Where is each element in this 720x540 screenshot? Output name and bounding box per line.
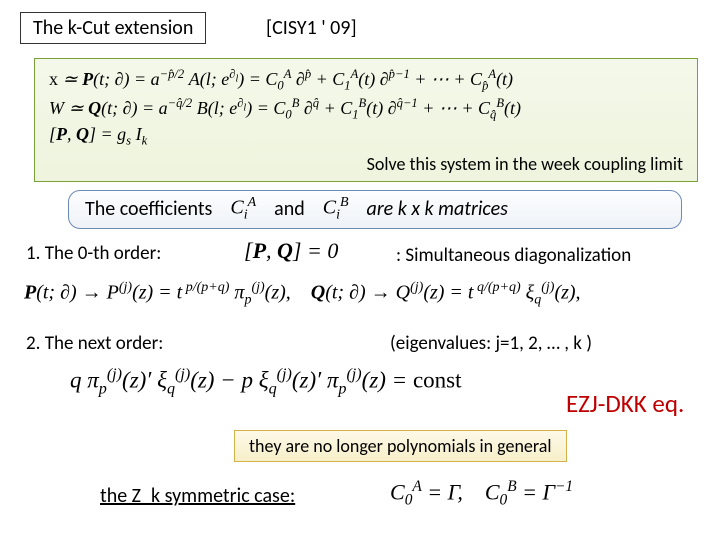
- order-2-label: 2. The next order:: [26, 332, 163, 355]
- coeff-c-a: CiA: [230, 195, 256, 224]
- title-text: The k-Cut extension: [33, 16, 193, 40]
- order-1-label: 1. The 0-th order:: [26, 242, 161, 265]
- solve-note: Solve this system in the week coupling l…: [49, 153, 683, 175]
- simultaneous-diag: : Simultaneous diagonalization: [396, 244, 631, 267]
- pq-diagonalization-eq: P(t; ∂) → P(j)(z) = t p/(p+q) πp(j)(z), …: [24, 280, 581, 309]
- title-box: The k-Cut extension: [20, 12, 206, 44]
- coefficients-box: The coefficients CiA and CiB are k x k m…: [68, 190, 682, 229]
- eq-line-3: [P, Q] = gs Ik: [49, 124, 683, 149]
- main-equation-box: x ≃ P(t; ∂) = a−p̂/2 A(l; e∂l) = C0A ∂p̂…: [34, 58, 698, 182]
- coeff-c-b: CiB: [323, 195, 349, 224]
- polynomial-note-box: they are no longer polynomials in genera…: [234, 430, 567, 462]
- pq-commutator-zero: [P, Q] = 0: [244, 238, 338, 264]
- zk-symmetric-label: the Z_k symmetric case:: [100, 484, 295, 508]
- coeff-lead: The coefficients: [85, 197, 212, 221]
- eq-line-1: x ≃ P(t; ∂) = a−p̂/2 A(l; e∂l) = C0A ∂p̂…: [49, 67, 683, 94]
- zk-equation: C0A = Γ, C0B = Γ−1: [390, 478, 573, 510]
- eq-line-2: W ≃ Q(t; ∂) = a−q̂/2 B(l; e∂l) = C0B ∂q̂…: [49, 96, 683, 123]
- coeff-and: and: [274, 197, 305, 221]
- const-equation: q πp(j)(z)′ ξq(j)(z) − p ξq(j)(z)′ πp(j)…: [70, 366, 462, 398]
- citation: [CISY1 ' 09]: [266, 16, 357, 40]
- eigenvalues-note: (eigenvalues: j=1, 2, … , k ): [390, 332, 592, 355]
- ezj-dkk-label: EZJ-DKK eq.: [566, 388, 684, 419]
- coeff-tail: are k x k matrices: [367, 197, 508, 221]
